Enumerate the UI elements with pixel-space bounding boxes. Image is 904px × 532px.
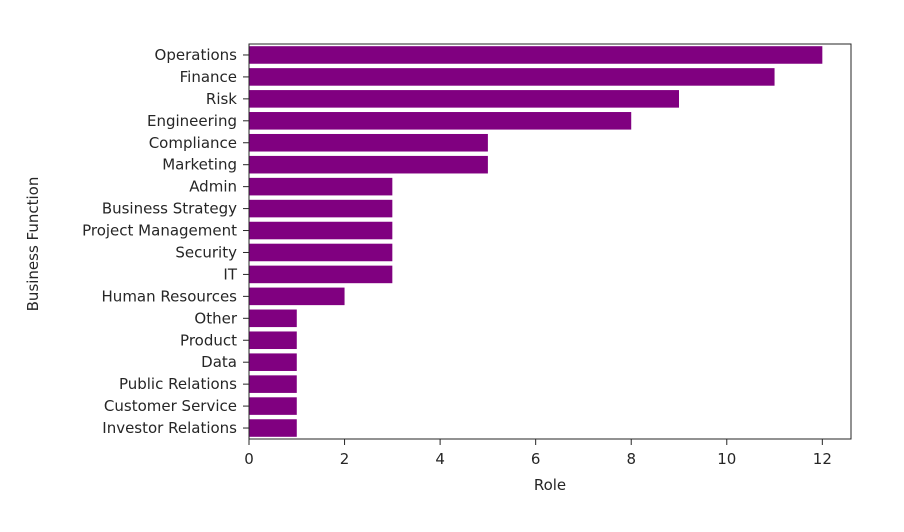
y-tick-label: Security — [175, 243, 237, 261]
x-tick-label: 2 — [340, 450, 350, 468]
y-tick-label: Customer Service — [104, 397, 237, 415]
x-tick-label: 4 — [435, 450, 445, 468]
y-tick-label: Product — [180, 331, 237, 349]
y-tick-label: Public Relations — [119, 375, 237, 393]
y-tick-label: Admin — [189, 178, 237, 196]
bar-engineering — [249, 112, 632, 130]
bar-admin — [249, 177, 393, 196]
bar-risk — [249, 90, 679, 108]
bar-public-relations — [249, 375, 297, 393]
y-tick-labels: Operations Finance Risk Engineering Complian… — [82, 46, 249, 437]
bar-business-strategy — [249, 199, 393, 218]
x-tick-label: 8 — [626, 450, 636, 468]
y-tick-label: Compliance — [149, 134, 237, 152]
y-tick-label: Business Strategy — [102, 200, 237, 218]
bar-security — [249, 243, 393, 262]
y-tick-label: Data — [201, 353, 237, 371]
y-tick-label: IT — [223, 265, 237, 283]
plot-frame — [248, 43, 852, 440]
y-tick-label: Investor Relations — [102, 419, 237, 437]
y-tick-label: Engineering — [147, 112, 237, 130]
bar-marketing — [249, 155, 488, 174]
x-tick-label: 0 — [244, 450, 254, 468]
y-axis-title: Business Function — [24, 177, 42, 312]
bar-customer-service — [249, 397, 297, 415]
bar-human-resources — [249, 287, 345, 306]
y-tick-label: Human Resources — [102, 287, 238, 305]
bars-group — [249, 46, 823, 437]
bar-operations — [249, 46, 823, 64]
x-ticks: 0 2 4 6 8 10 12 — [244, 439, 832, 468]
bar-project-management — [249, 221, 393, 240]
bar-data — [249, 353, 297, 371]
x-axis-title: Role — [534, 476, 566, 494]
y-tick-label: Operations — [155, 46, 238, 64]
x-tick-label: 12 — [813, 450, 832, 468]
bar-other — [249, 309, 297, 328]
bar-finance — [249, 68, 775, 86]
y-tick-label: Marketing — [162, 156, 237, 174]
y-tick-label: Risk — [206, 90, 237, 108]
x-tick-label: 10 — [717, 450, 736, 468]
bar-investor-relations — [249, 419, 297, 437]
bar-it — [249, 265, 393, 284]
x-tick-label: 6 — [531, 450, 541, 468]
bar-compliance — [249, 133, 488, 152]
y-tick-label: Project Management — [82, 222, 237, 240]
bar-product — [249, 331, 297, 350]
y-tick-label: Finance — [180, 68, 237, 86]
y-tick-label: Other — [194, 309, 237, 327]
